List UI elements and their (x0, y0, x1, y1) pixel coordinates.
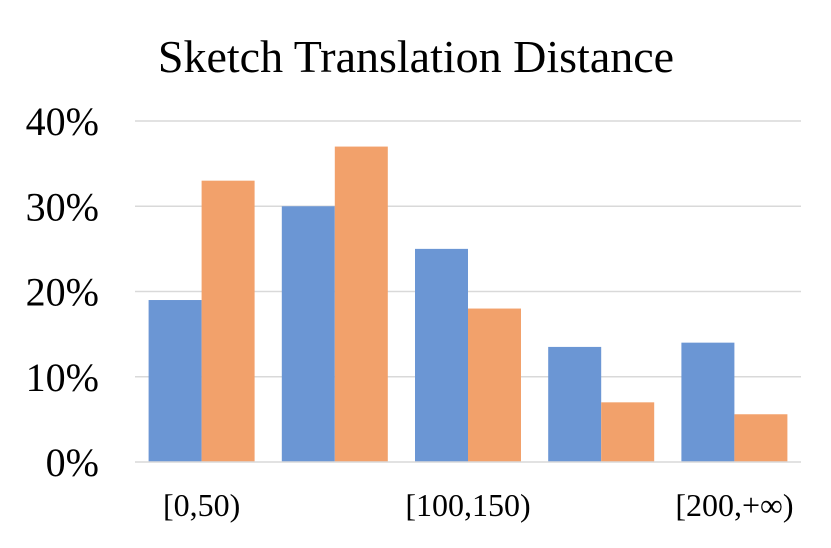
y-tick-label: 20% (26, 270, 99, 315)
bar-series2-cat3 (468, 308, 521, 462)
x-tick-label: [100,150) (405, 487, 530, 523)
x-tick-label: [200,+∞) (675, 487, 793, 523)
y-tick-label: 30% (26, 184, 99, 229)
bar-series2-cat1 (201, 180, 255, 463)
x-tick-label: [0,50) (163, 487, 240, 523)
y-tick-label: 40% (26, 99, 99, 144)
bar-series2-cat4 (601, 402, 655, 462)
bar-series2-cat2 (334, 146, 388, 462)
y-tick-label: 0% (46, 440, 99, 485)
bar-series1-cat1 (148, 300, 202, 462)
bar-series1-cat5 (681, 342, 735, 462)
bar-series2-cat5 (734, 414, 788, 462)
labels: 0% 10% 20% 30% 40% [0,50) [100,150) [200,+∞) (26, 99, 794, 523)
bars (148, 146, 788, 463)
bar-series1-cat2 (281, 206, 335, 462)
bar-series1-cat4 (548, 346, 602, 462)
chart-title: Sketch Translation Distance (158, 31, 674, 82)
bar-series1-cat3 (415, 248, 468, 462)
y-tick-label: 10% (26, 355, 99, 400)
